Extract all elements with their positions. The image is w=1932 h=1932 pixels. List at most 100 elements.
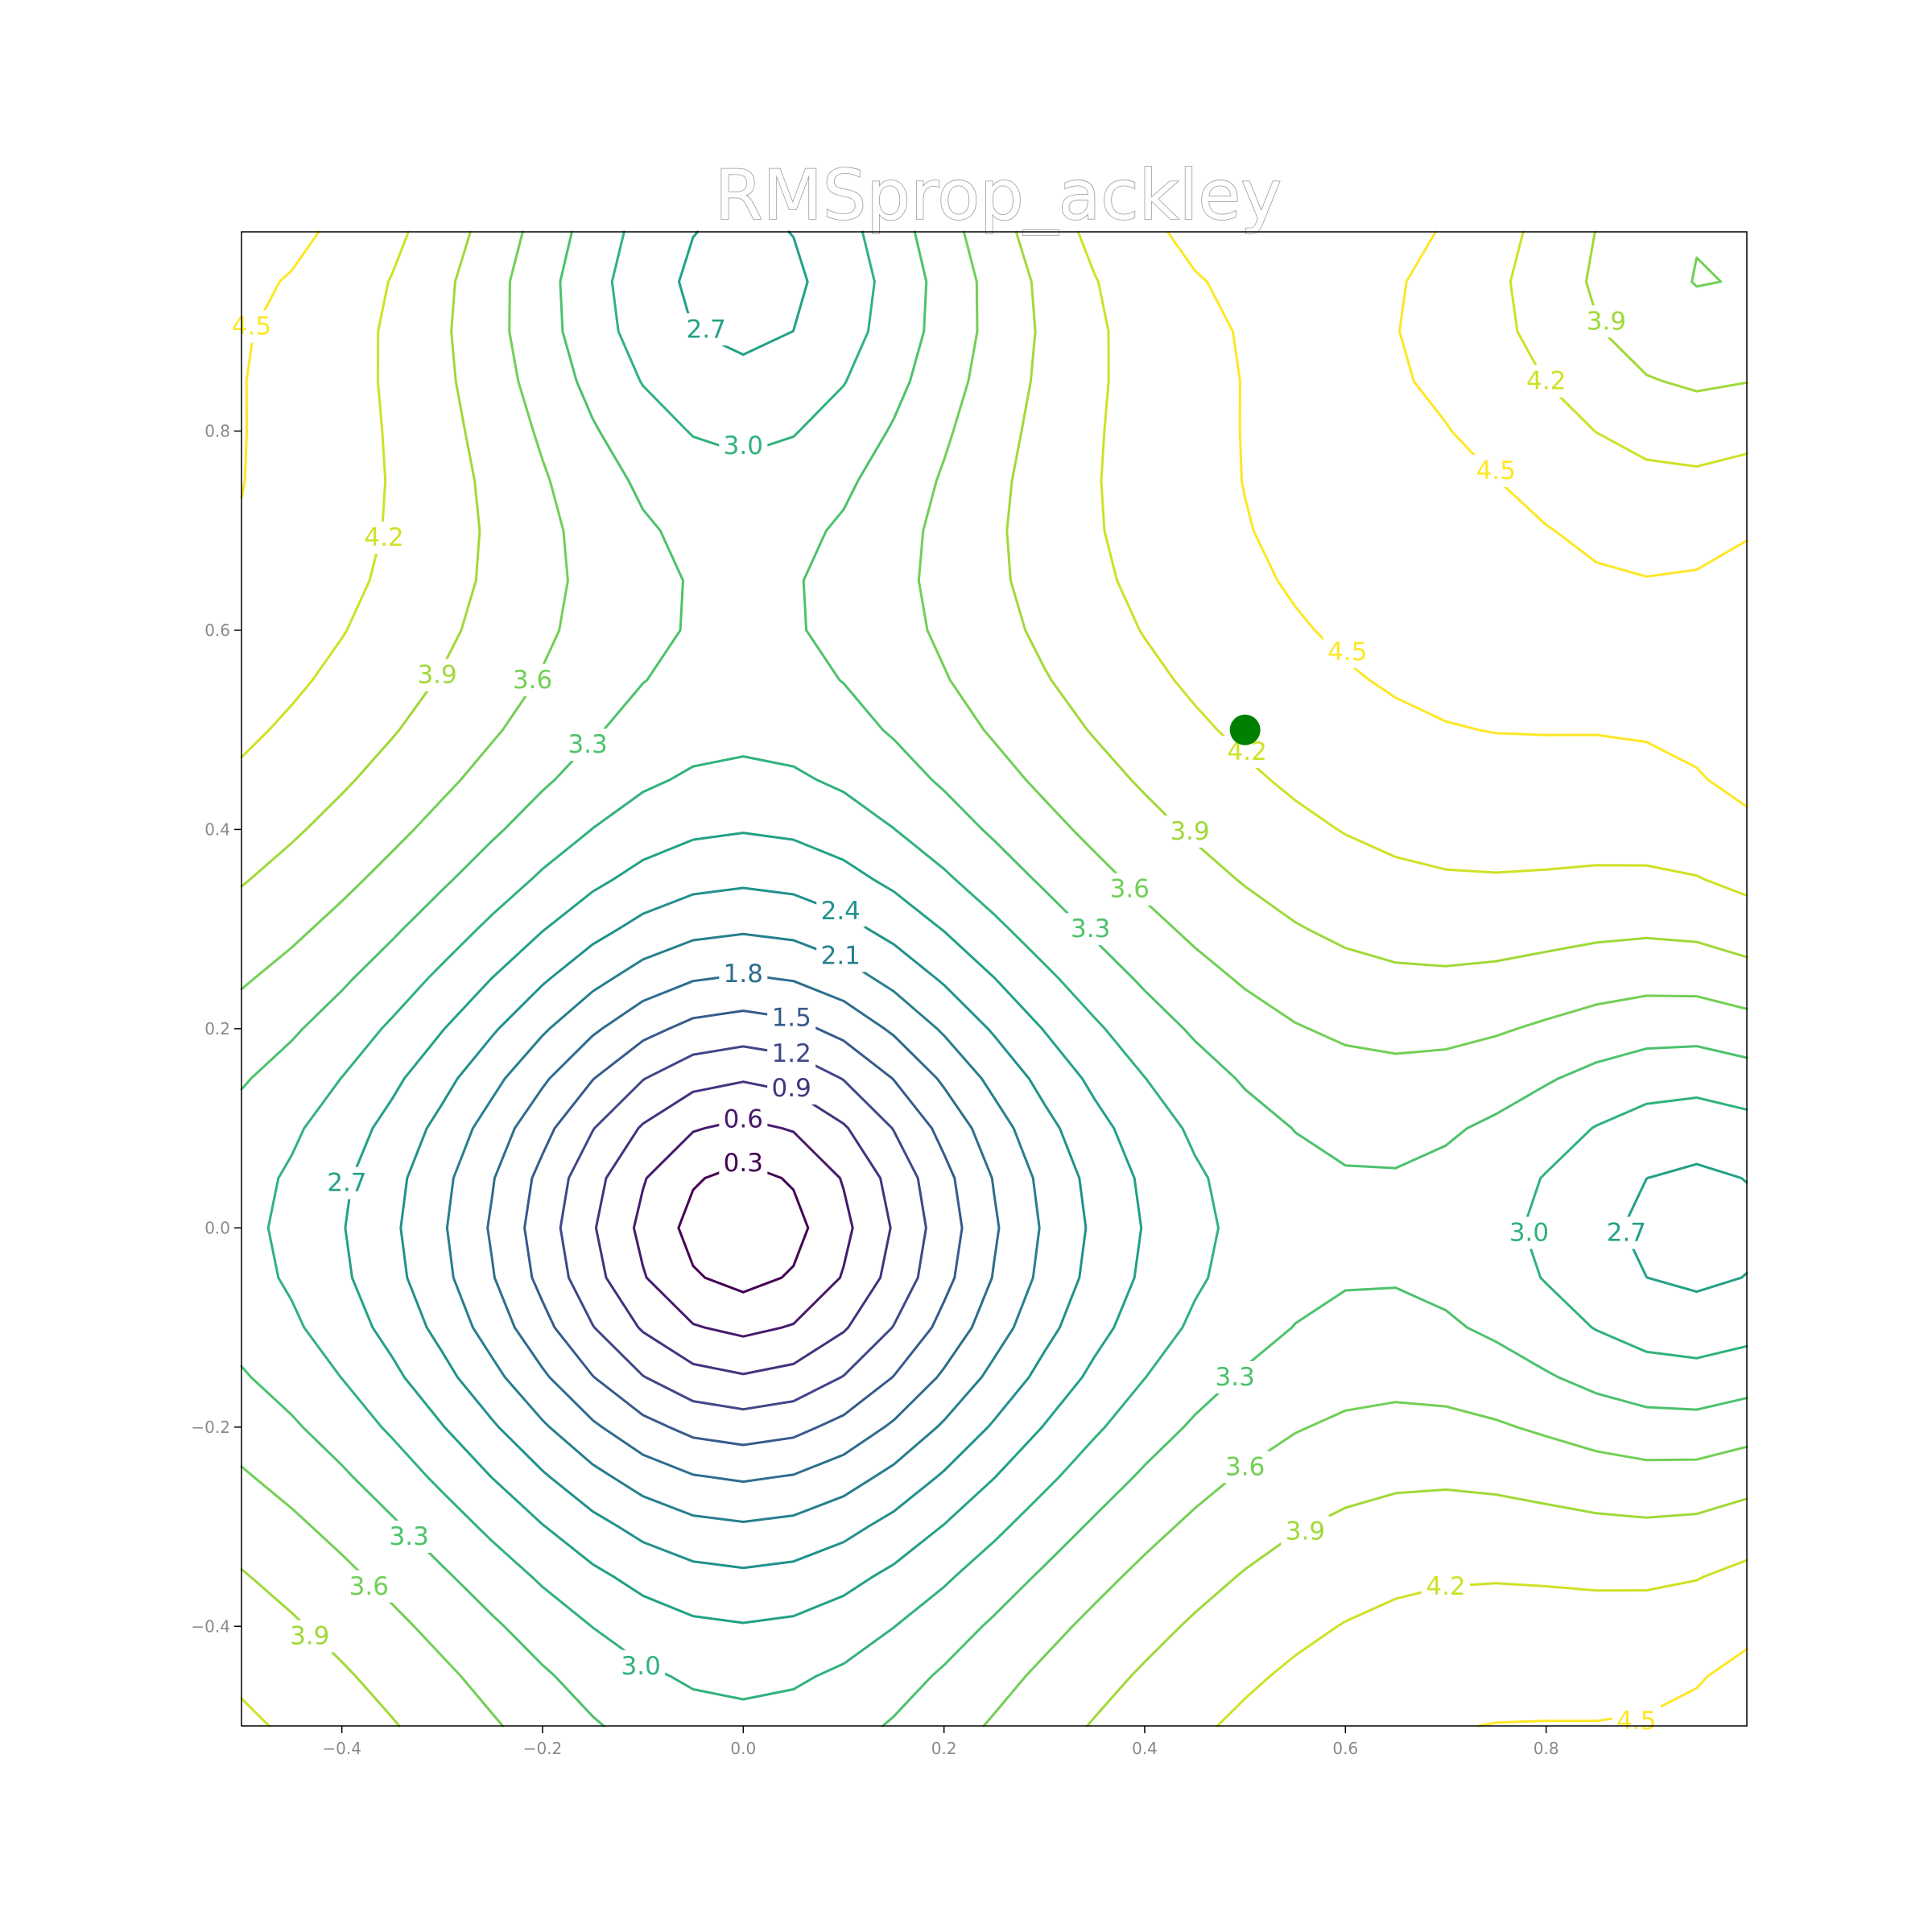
contour-label-background [719,1146,768,1179]
contour-label: 4.2 [364,523,403,552]
contour-label-background [816,894,865,927]
contour-label-group: 3.3 [1211,1360,1260,1393]
contour-label-background [1105,873,1154,906]
contour-line-1-8 [486,972,1001,1484]
contour-label-background [1281,1515,1330,1548]
contour-label-group: 2.1 [816,939,865,972]
contour-label: 3.0 [1509,1219,1549,1248]
contour-label-group: 3.6 [508,663,557,696]
contour-label: 2.7 [1607,1219,1646,1248]
contour-label-background [1602,1216,1651,1249]
contour-label-group: 1.2 [767,1037,816,1070]
contour-label-background [1323,636,1372,669]
contour-label: 3.6 [1110,875,1150,904]
contour-label: 2.1 [821,942,861,971]
contour-label: 2.7 [327,1169,366,1198]
contour-label-background [1211,1360,1260,1393]
axis-ticks-layer: −0.4 −0.2 0.0 0.2 0.4 0.6 0.8 −0.4 −0.2 0.0 0.2 0.4… [191,421,1558,1758]
contour-label-group: 4.5 [1612,1704,1661,1737]
contour-label: 1.5 [772,1003,811,1032]
contour-label-group: 1.5 [767,1001,816,1034]
contour-label-group: 3.0 [719,430,768,463]
contour-label: 0.6 [724,1104,763,1133]
x-tick-label: 0.4 [1132,1739,1158,1758]
contour-line-0-6 [632,1118,854,1338]
contour-label: 3.3 [568,730,607,759]
contour-label-background [767,1037,816,1070]
contour-label-group: 4.5 [227,310,276,343]
contour-label-group: 3.9 [413,658,462,691]
y-tick-label: −0.4 [191,1616,230,1636]
chart-title: RMSprop_ackley [715,155,1282,236]
contour-label: 3.6 [349,1572,389,1601]
contour-label-background [1505,1216,1554,1249]
contour-label-group: 0.6 [719,1103,768,1136]
contour-label-background [719,430,768,463]
x-tick-label: −0.4 [322,1739,361,1758]
contour-label-background [719,957,768,990]
contour-line-2-4 [399,886,1088,1570]
contour-label-background [682,313,731,346]
contour-label: 2.4 [821,897,861,926]
x-tick-label: 0.8 [1534,1739,1559,1758]
contour-label: 1.2 [772,1039,811,1068]
x-tick-label: 0.0 [730,1739,756,1758]
contour-lines-layer [240,230,1748,1728]
contour-label: 1.8 [724,960,763,989]
contour-label: 4.5 [1327,638,1367,667]
contour-label: 3.3 [1216,1363,1255,1392]
contour-label-background [1220,1451,1269,1484]
contour-label-group: 3.0 [1505,1216,1554,1249]
contour-label-group: 4.2 [1521,365,1571,398]
contour-label: 4.5 [232,312,271,341]
contour-label-background [322,1166,371,1199]
contour-label-background [508,663,557,696]
contour-line-4-5 [240,230,1748,1728]
contour-label: 0.9 [772,1074,811,1103]
contour-label-group: 3.9 [1582,305,1631,338]
contour-line-2-1 [445,932,1041,1523]
contour-label: 2.7 [687,315,726,344]
contour-label-group: 1.8 [719,957,768,990]
contour-label: 3.9 [1170,817,1209,846]
contour-label-background [617,1649,666,1682]
contour-label-background [360,521,409,554]
contour-label-background [816,939,865,972]
contour-label: 4.2 [1426,1572,1465,1601]
contour-line-1-5 [523,1009,964,1447]
contour-label: 3.0 [724,431,763,460]
contour-label-group: 2.4 [816,894,865,927]
contour-label: 4.2 [1526,367,1566,396]
contour-label-background [1066,913,1115,946]
x-tick-label: 0.2 [931,1739,957,1758]
contour-label-background [767,1072,816,1105]
y-tick-label: 0.4 [204,819,230,839]
contour-label: 3.9 [1286,1517,1325,1546]
contour-label-group: 3.9 [1281,1515,1330,1548]
contour-line-2-7 [344,230,1748,1624]
contour-label-background [285,1620,334,1653]
y-tick-label: 0.2 [204,1019,230,1038]
contour-label: 4.5 [1476,456,1516,485]
contour-label-group: 2.7 [682,313,731,346]
contour-label-group: 3.3 [564,729,613,762]
x-tick-label: −0.2 [523,1739,563,1758]
contour-label: 3.6 [1225,1452,1265,1481]
contour-label-group: 3.9 [1166,815,1215,848]
contour-label-group: 3.9 [285,1620,334,1653]
contour-label: 3.3 [1071,914,1110,943]
contour-label: 3.9 [1587,307,1626,336]
contour-label-background [1582,305,1631,338]
contour-label-group: 3.3 [385,1520,434,1553]
axes-frame [241,231,1748,1727]
x-tick-label: 0.6 [1332,1739,1358,1758]
y-tick-label: 0.8 [204,421,230,440]
markers-layer [1229,714,1261,745]
contour-label-group: 2.7 [322,1166,371,1199]
optimizer-position-marker [1229,714,1261,745]
contour-label-group: 2.7 [1602,1216,1651,1249]
contour-label-background [345,1570,394,1603]
contour-label-group: 4.2 [1422,1570,1470,1603]
contour-label-group: 4.5 [1472,454,1521,487]
